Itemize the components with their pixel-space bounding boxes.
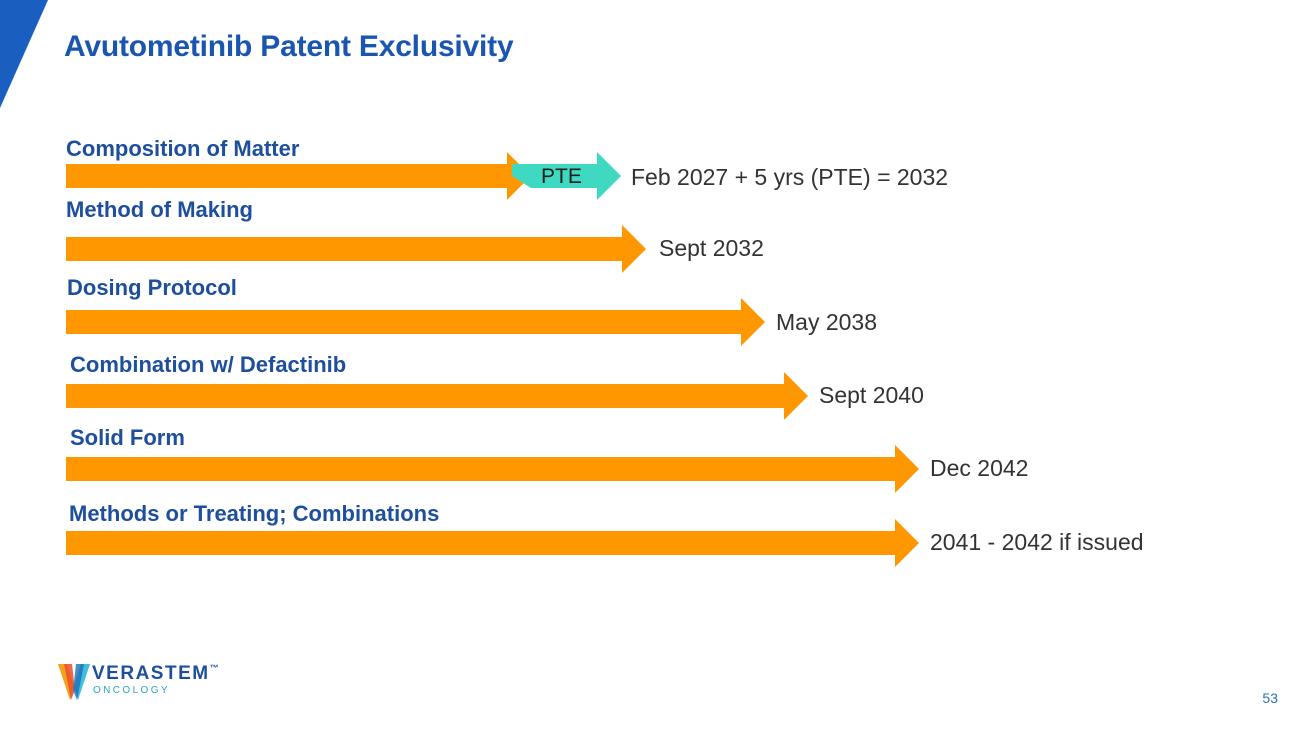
logo-wordmark: VERASTEM™ <box>92 663 221 684</box>
row-value-combination-defactinib: Sept 2040 <box>819 382 924 408</box>
row-label-solid-form: Solid Form <box>70 425 185 450</box>
logo-subtitle: ONCOLOGY <box>93 685 170 696</box>
row-label-dosing-protocol: Dosing Protocol <box>67 275 237 300</box>
arrow-method-of-making <box>66 225 646 273</box>
row-value-solid-form: Dec 2042 <box>930 455 1029 481</box>
verastem-logo-icon <box>58 664 90 700</box>
row-value-methods-treating: 2041 - 2042 if issued <box>930 529 1144 555</box>
pte-label: PTE <box>541 165 582 188</box>
row-label-combination-defactinib: Combination w/ Defactinib <box>70 352 347 377</box>
arrow-combination-defactinib <box>66 372 808 420</box>
arrow-dosing-protocol <box>66 298 765 346</box>
page-number: 53 <box>1262 690 1278 706</box>
corner-accent <box>0 0 48 108</box>
row-label-method-of-making: Method of Making <box>66 197 253 222</box>
row-label-methods-treating: Methods or Treating; Combinations <box>69 501 440 526</box>
row-label-composition-of-matter: Composition of Matter <box>66 136 300 161</box>
arrow-solid-form <box>66 445 919 493</box>
row-value-method-of-making: Sept 2032 <box>659 235 764 261</box>
row-value-composition-of-matter: Feb 2027 + 5 yrs (PTE) = 2032 <box>631 164 949 190</box>
row-value-dosing-protocol: May 2038 <box>776 309 878 335</box>
page-title: Avutometinib Patent Exclusivity <box>64 30 514 63</box>
